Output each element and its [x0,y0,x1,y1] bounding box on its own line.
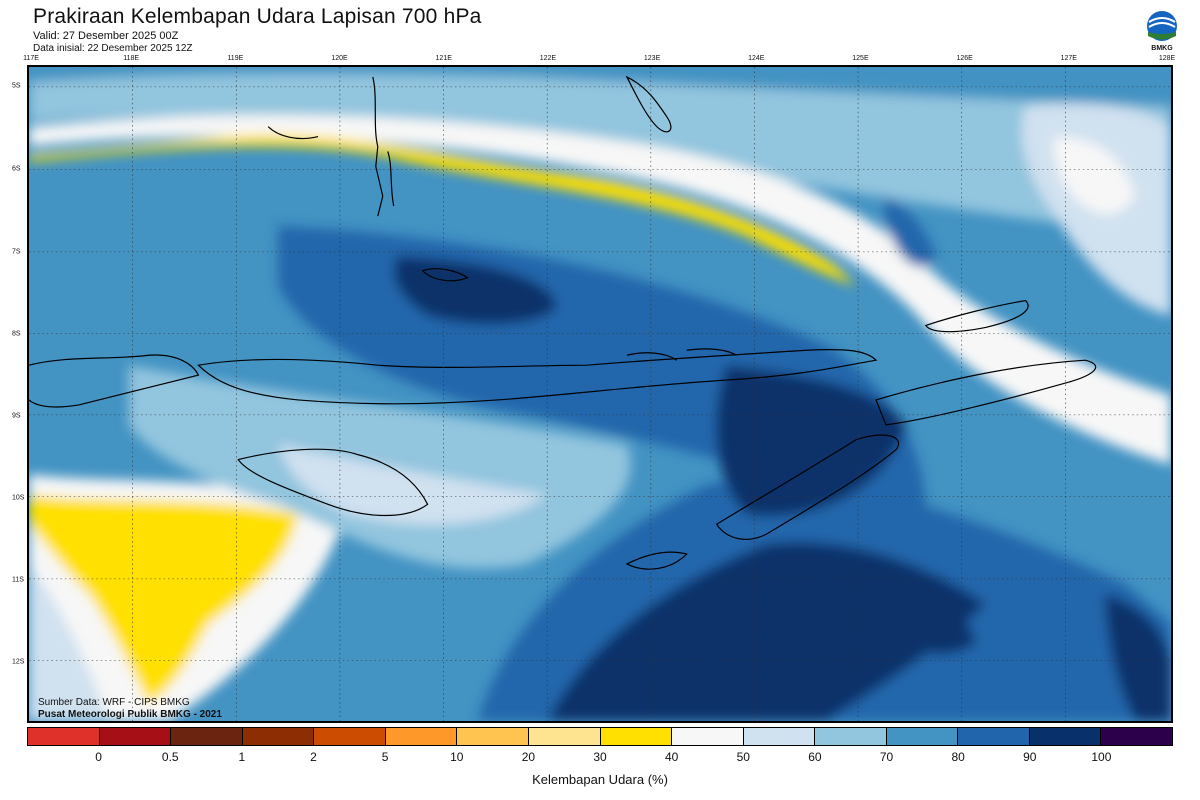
colorbar-segment [99,728,172,745]
colorbar-segment [314,728,386,745]
colorbar-tick-label: 40 [664,750,679,764]
colorbar-segment [1029,728,1102,745]
colorbar-tick-label: 50 [736,750,750,764]
field-central-darkest [393,255,558,325]
longitude-label: 119E [227,55,244,62]
latitude-label: 7S [12,248,21,256]
longitude-label: 121E [435,55,452,62]
longitude-label: 128E [1158,55,1176,62]
credit-source: Sumber Data: WRF - CIPS BMKG [38,697,190,708]
colorbar-tick-label: 10 [450,750,464,764]
field-white-band [29,114,1171,465]
colorbar-title: Kelembapan Udara (%) [532,772,668,787]
coast-lombok-bali [29,354,200,408]
colorbar-tick-label: 0 [95,750,102,764]
coastlines [29,75,1097,570]
colorbar-tick-label: 80 [951,750,965,764]
colorbar-segment [600,728,673,745]
coast-alor [626,348,737,361]
colorbar-tick-label: 30 [593,750,607,764]
coast-wetar [924,299,1029,333]
colorbar-tick-label: 2 [310,750,317,764]
coast-sumba [237,448,429,517]
field-top-blue [29,67,1171,107]
longitude-label: 120E [331,55,348,62]
coast-rote [625,551,688,570]
colorbar-segment [958,728,1030,745]
colorbar-tick-label: 5 [381,750,389,764]
field-mid-white [278,444,548,525]
coast-selayar [387,151,395,207]
latitude-label: 11S [12,576,24,584]
field-south-darkest [547,542,986,721]
coast-flores-sumbawa [197,348,878,405]
map-title: Prakiraan Kelembapan Udara Lapisan 700 h… [33,5,482,28]
coast-sulawesi-south [267,76,384,217]
longitude-label: 126E [956,55,973,62]
init-time: Data inisial: 22 Desember 2025 12Z [33,43,193,54]
field-east-white [1053,136,1136,215]
field-sw-lightblue [29,563,109,721]
longitude-label: 124E [748,55,765,62]
colorbar-segment [815,728,887,745]
colorbar-tick-label: 60 [808,750,822,764]
colorbar-segment [886,728,959,745]
colorbar-segment [171,728,243,745]
humidity-fields [29,67,1171,721]
colorbar-tick-label: 1 [238,750,246,764]
humidity-map [27,65,1173,723]
latitude-label: 5S [12,82,21,90]
colorbar-segment [242,728,315,745]
longitude-label: 122E [539,55,557,62]
coast-timor [715,434,899,540]
colorbar-segment [1101,728,1172,745]
logo-text: BMKG [1151,45,1173,52]
colorbar-tick-label: 0.5 [161,750,179,764]
colorbar-segment [528,728,601,745]
colorbar-tick-label: 100 [1091,750,1112,764]
coast-timor-leste [875,359,1097,426]
bmkg-logo-icon [1147,11,1177,41]
latitude-label: 12S [12,658,25,666]
colorbar-segment [672,728,744,745]
colorbar-tick-label: 70 [879,750,894,764]
field-east-darkest [885,583,976,654]
field-ne-dark [884,196,936,267]
colorbar [27,727,1173,746]
credit-org: Pusat Meteorologi Publik BMKG - 2021 [38,709,222,720]
field-timor-darkest [716,365,906,517]
latitude-label: 9S [12,412,21,420]
colorbar-tick-label: 20 [521,750,536,764]
field-se-darkest [1105,593,1171,721]
colorbar-segment [385,728,458,745]
valid-time: Valid: 27 Desember 2025 00Z [33,30,179,42]
latitude-label: 8S [12,330,21,338]
longitude-label: 127E [1060,55,1077,62]
latitude-label: 10S [12,494,25,502]
colorbar-segment [743,728,816,745]
field-sw-yellow [29,494,299,704]
coast-flores-islands [421,268,469,282]
latitude-label: 6S [12,165,21,173]
credits: Sumber Data: WRF - CIPS BMKG Pusat Meteo… [38,697,222,721]
longitude-label: 123E [643,55,661,62]
graticule [29,67,1171,721]
longitude-label: 117E [23,55,39,62]
colorbar-tick-label: 90 [1023,750,1037,764]
longitude-label: 125E [852,55,869,62]
colorbar-segment [28,728,100,745]
longitude-label: 118E [123,55,140,62]
field-yellow-band [29,134,857,286]
colorbar-segment [457,728,529,745]
